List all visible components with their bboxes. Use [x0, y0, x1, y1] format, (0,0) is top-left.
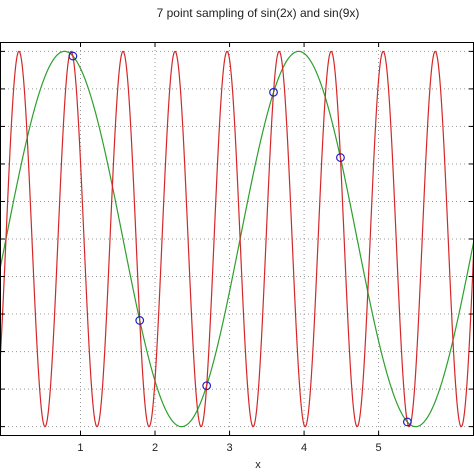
- x-tick-label: 5: [376, 442, 382, 454]
- sample-point: [135, 316, 145, 325]
- sample-points: [68, 51, 412, 427]
- sample-point: [269, 87, 278, 97]
- x-axis-label: x: [255, 459, 261, 471]
- series-layer: [0, 50, 474, 428]
- series-line-sin9x: [0, 50, 474, 428]
- series-line-sin2x: [0, 50, 474, 428]
- chart-title: 7 point sampling of sin(2x) and sin(9x): [157, 6, 360, 20]
- sample-point: [202, 381, 212, 391]
- x-tick-label: 1: [77, 442, 83, 454]
- ticks: 1 2 3 4 5: [0, 42, 474, 454]
- sample-point: [402, 417, 412, 427]
- sample-point: [336, 153, 345, 162]
- x-tick-label: 2: [152, 442, 158, 454]
- sample-point: [68, 51, 78, 61]
- x-tick-label: 4: [301, 442, 307, 454]
- grid: [0, 42, 474, 436]
- x-tick-label: 3: [226, 442, 232, 454]
